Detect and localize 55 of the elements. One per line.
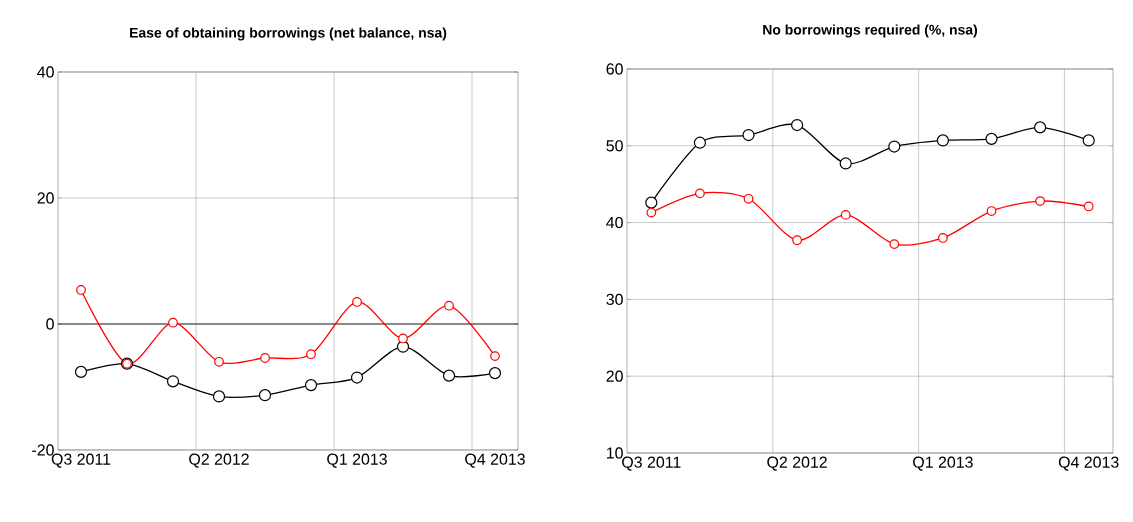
point [840,210,851,220]
point [306,349,316,360]
chart-title: No borrowings required (%, nsa) [763,24,978,38]
point [258,389,272,402]
y-tick-label: 30 [606,293,623,306]
point [1083,201,1094,212]
point [938,233,948,243]
point [791,118,804,132]
y-tick-label: 40 [606,216,623,229]
chart-title: Ease of obtaining borrowings (net balance, nsa) [130,27,447,41]
point [889,239,900,249]
point [490,351,500,362]
x-tick-label: Q1 2013 [913,456,973,471]
y-tick-label: 50 [606,140,623,152]
point [1082,134,1095,147]
x-tick-label: Q2 2012 [189,453,249,468]
point [214,356,224,367]
point [742,128,755,142]
y-tick-label: 0 [46,318,54,330]
point [74,365,88,378]
point [76,285,86,295]
point [350,371,364,384]
point [985,132,998,145]
y-tick-label: 40 [37,66,54,78]
point [646,207,657,218]
point [986,206,997,216]
point [1035,196,1046,206]
x-tick-label: Q1 2013 [327,453,387,468]
point [212,390,226,403]
y-tick-label: 20 [606,370,623,382]
point [398,333,408,344]
x-tick-label: Q3 2011 [622,456,681,471]
point [442,369,456,382]
point [695,188,705,199]
point [352,297,362,307]
point [839,157,852,170]
y-tick-label: 10 [606,447,623,459]
x-tick-label: Q4 2013 [1058,456,1119,471]
point [743,193,754,204]
y-tick-label: 20 [37,192,54,204]
y-tick-label: 60 [606,63,623,75]
point [693,136,707,149]
point [168,317,178,328]
point [1034,121,1047,134]
point [888,140,901,153]
x-tick-label: Q4 2013 [465,453,525,468]
point [936,134,950,147]
x-tick-label: Q2 2012 [767,456,827,471]
point [488,367,502,380]
point [645,196,658,209]
point [304,378,318,392]
point [260,353,270,363]
point [444,300,454,311]
point [166,375,180,388]
point [792,235,803,246]
